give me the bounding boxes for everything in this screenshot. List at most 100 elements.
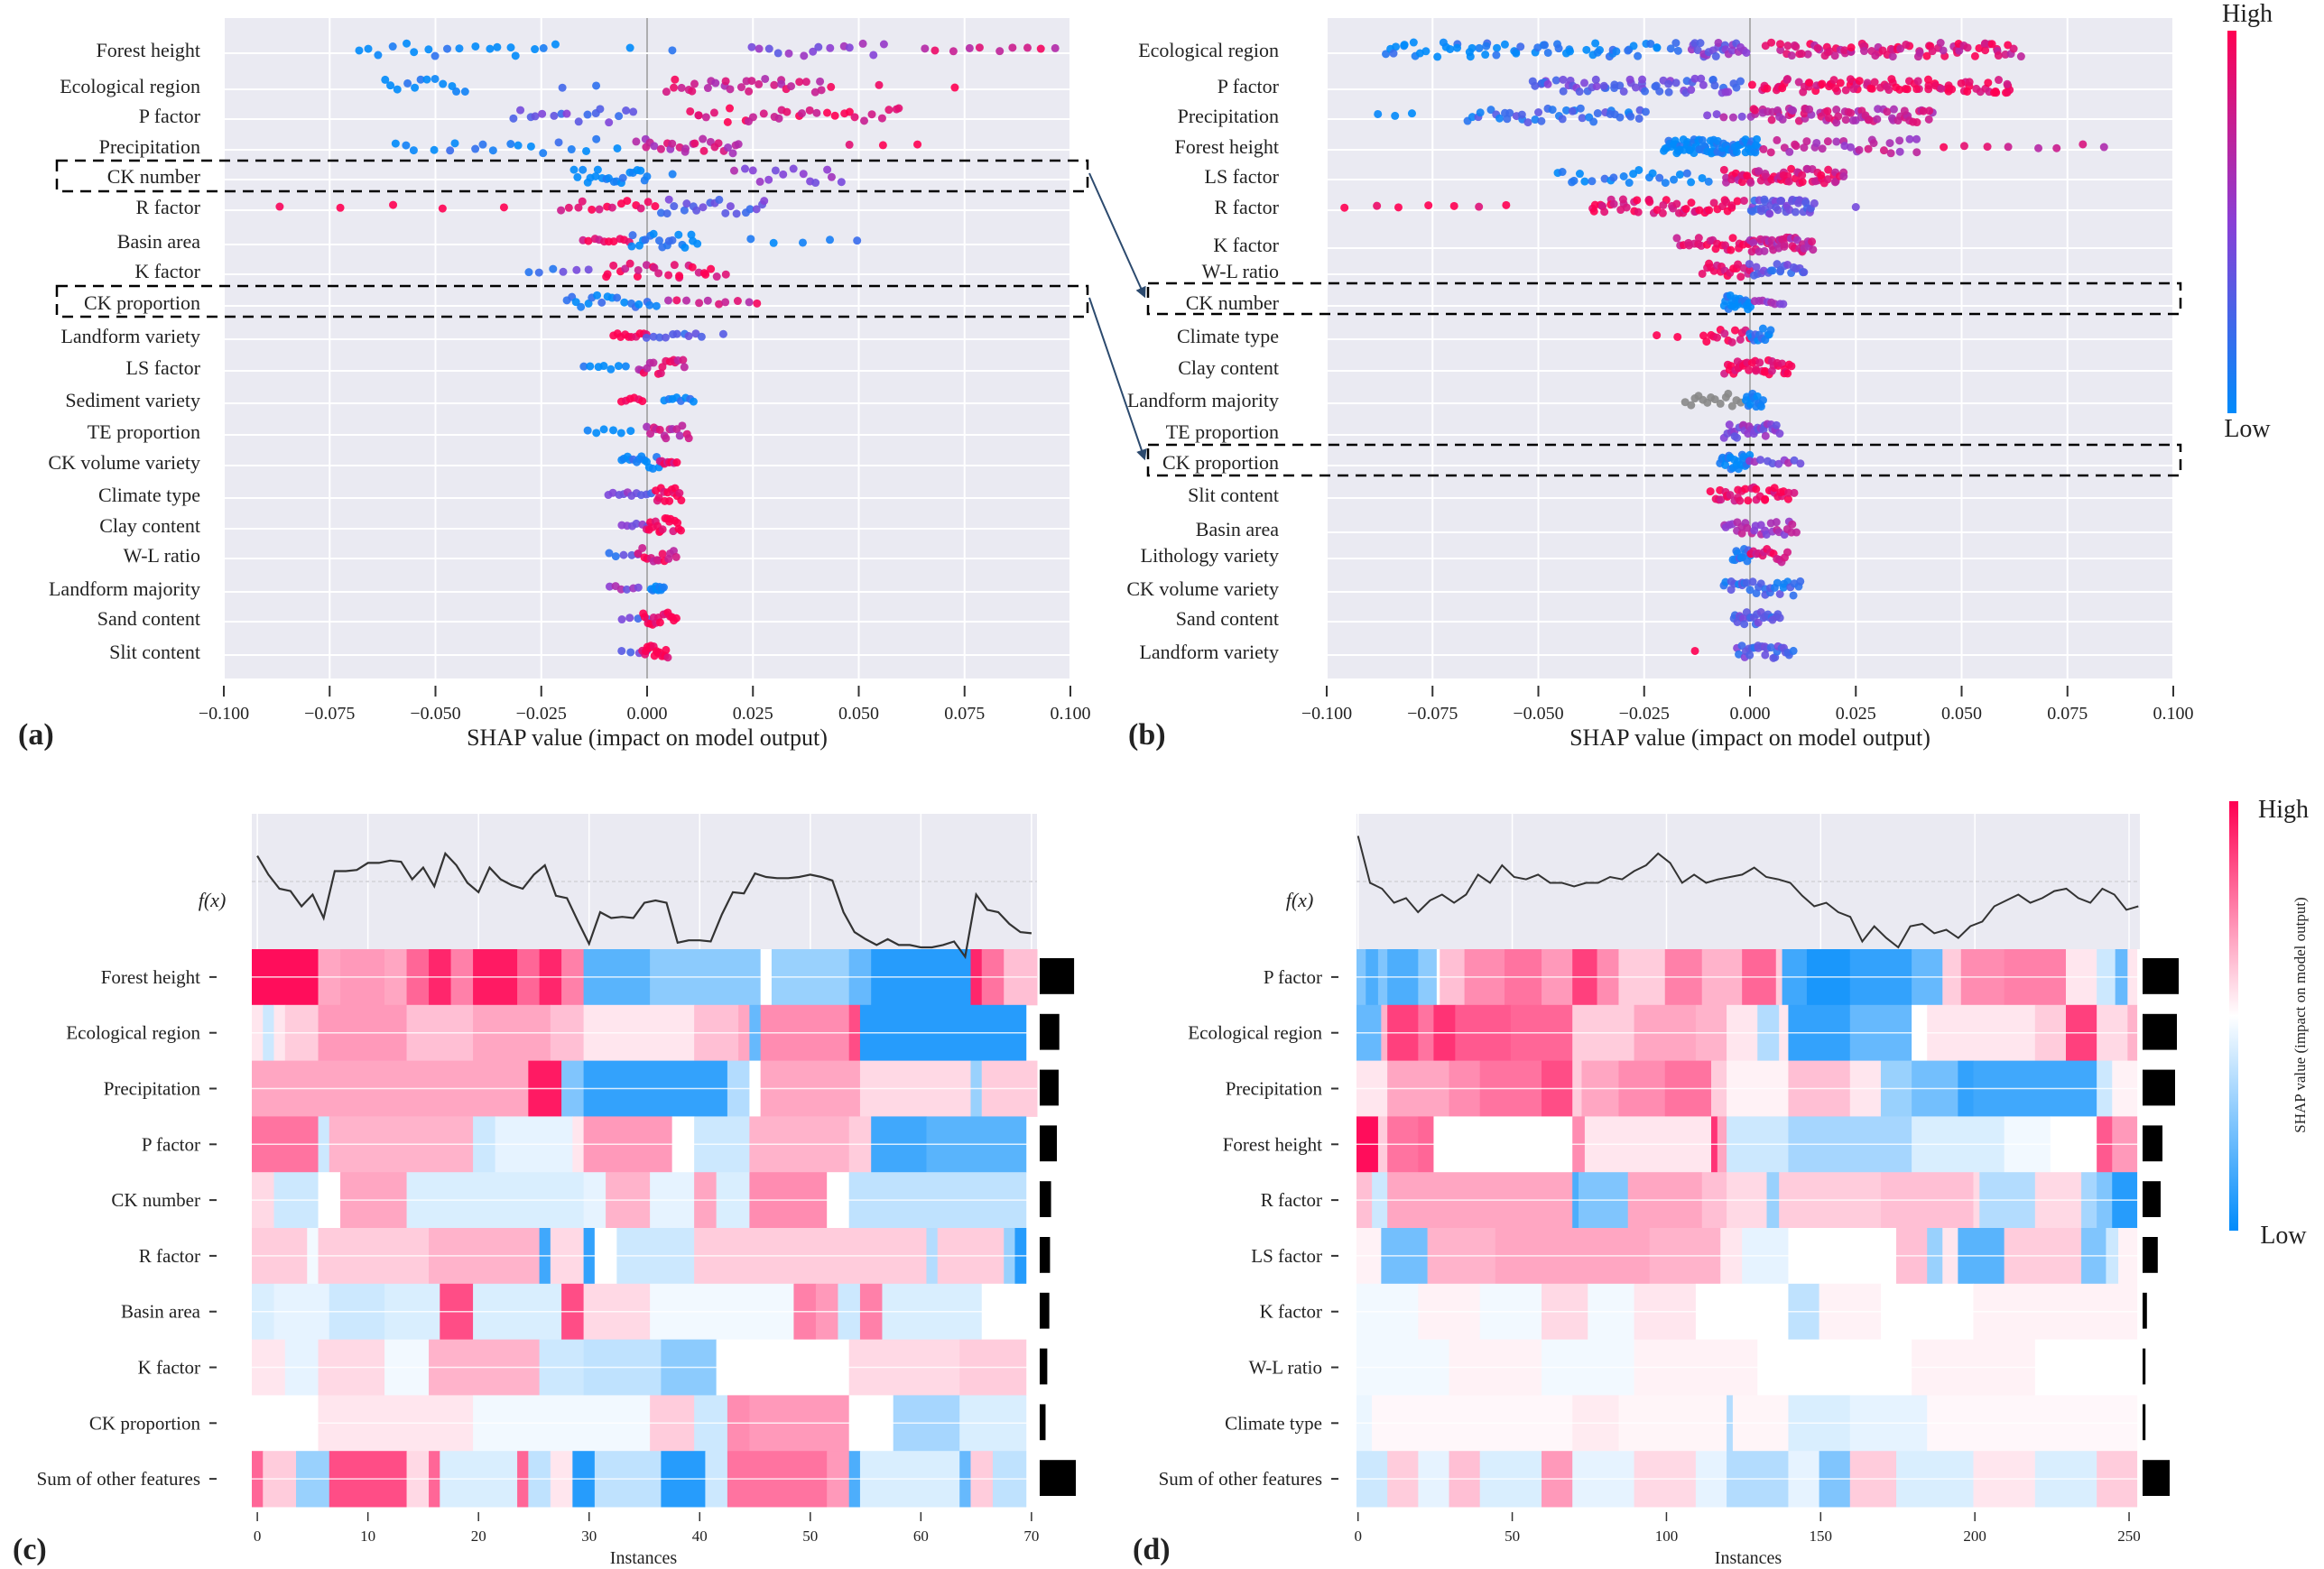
shap-point: [1475, 202, 1484, 211]
shap-point: [1671, 39, 1681, 48]
shap-point: [609, 261, 618, 270]
shap-point: [1400, 41, 1409, 50]
colorbar-heatmap: [2229, 801, 2238, 1231]
shap-point: [640, 613, 649, 622]
shap-point: [1739, 196, 1748, 205]
shap-point: [798, 238, 807, 247]
shap-point: [1672, 234, 1681, 243]
shap-point: [1562, 106, 1571, 115]
shap-point: [1783, 548, 1792, 557]
shap-point: [619, 550, 628, 559]
shap-point: [759, 109, 768, 118]
shap-point: [748, 113, 757, 122]
shap-point: [656, 144, 665, 153]
shap-point: [1766, 326, 1775, 335]
shap-point: [569, 165, 579, 174]
shap-point: [1775, 40, 1784, 49]
shap-point: [1566, 47, 1575, 56]
shap-point: [675, 272, 684, 281]
importance-bar: [2143, 1013, 2177, 1050]
shap-point: [1618, 195, 1627, 204]
shap-point: [755, 177, 764, 186]
shap-point: [688, 87, 697, 96]
panel-d: P factor Ecological region Precipitation Fo…: [1133, 796, 2309, 1568]
shap-point: [1790, 456, 1799, 465]
shap-point: [1481, 51, 1490, 60]
shap-point: [764, 44, 773, 53]
shap-point: [593, 291, 602, 300]
shap-point: [583, 110, 592, 119]
shap-point: [1994, 51, 2003, 60]
x-tick-label: 50: [802, 1527, 818, 1545]
shap-point: [1746, 302, 1755, 311]
shap-point: [684, 332, 693, 341]
shap-point: [654, 494, 663, 503]
feature-label: LS factor: [126, 356, 201, 379]
feature-label: Sediment variety: [65, 389, 200, 411]
feature-label: K factor: [138, 1357, 200, 1379]
shap-point: [1802, 137, 1811, 146]
shap-point: [699, 203, 708, 212]
shap-point: [1702, 337, 1711, 346]
feature-label: Clay content: [1178, 356, 1279, 379]
panel-d-label: (d): [1133, 1533, 1171, 1566]
shap-point: [1823, 175, 1832, 184]
x-tick-label: −0.100: [1301, 704, 1352, 724]
shap-point: [1936, 38, 1945, 47]
shap-point: [1995, 76, 2004, 85]
shap-point: [1773, 135, 1782, 144]
shap-point: [665, 496, 674, 505]
shap-point: [747, 77, 756, 86]
x-tick-label: 0.100: [2153, 704, 2194, 724]
shap-point: [596, 105, 605, 114]
shap-point: [1051, 43, 1060, 52]
panel-a-x-ticks: −0.100 −0.075 −0.050 −0.025 0.000 0.025 0.050 0…: [199, 686, 1091, 724]
shap-point: [699, 146, 708, 155]
shap-point: [1593, 109, 1602, 118]
shap-point: [1787, 362, 1796, 371]
shap-point: [761, 74, 770, 83]
shap-point: [845, 107, 854, 116]
shap-point: [931, 46, 940, 55]
importance-bar: [1040, 1404, 1046, 1441]
feature-label: Climate type: [98, 484, 200, 506]
shap-point: [579, 165, 588, 174]
x-tick-label: 0.025: [733, 704, 773, 724]
shap-point: [1965, 78, 1974, 87]
shap-point: [827, 172, 836, 181]
shap-point: [1902, 41, 1911, 50]
shap-point: [656, 369, 665, 378]
shap-point: [814, 42, 823, 51]
panel-c-label: (c): [13, 1533, 47, 1566]
feature-label: CK proportion: [1162, 451, 1279, 474]
shap-point: [1789, 106, 1798, 115]
x-tick-label: −0.100: [199, 704, 249, 724]
shap-point: [1592, 82, 1601, 91]
feature-label: Basin area: [1196, 518, 1279, 540]
feature-label: Ecological region: [1138, 39, 1279, 61]
shap-point: [1732, 83, 1741, 92]
feature-label: CK proportion: [89, 1412, 201, 1434]
x-tick-label: 0.075: [2047, 704, 2088, 724]
shap-point: [651, 202, 660, 211]
x-tick-label: 250: [2117, 1527, 2141, 1545]
shap-point: [499, 203, 508, 212]
shap-point: [1748, 577, 1757, 586]
shap-point: [1641, 87, 1650, 96]
shap-point: [625, 43, 634, 52]
feature-label: TE proportion: [88, 420, 200, 443]
shap-point: [1389, 49, 1398, 58]
shap-point: [2079, 140, 2088, 149]
shap-point: [1646, 40, 1655, 49]
shap-point: [1505, 108, 1514, 117]
shap-point: [673, 519, 682, 528]
shap-point: [1743, 523, 1752, 532]
shap-point: [784, 49, 793, 58]
shap-point: [682, 296, 691, 305]
shap-point: [656, 208, 665, 217]
shap-point: [2016, 52, 2025, 61]
shap-point: [746, 235, 755, 244]
shap-point: [1576, 104, 1585, 113]
shap-point: [1773, 206, 1782, 215]
feature-label: CK number: [1186, 291, 1280, 314]
